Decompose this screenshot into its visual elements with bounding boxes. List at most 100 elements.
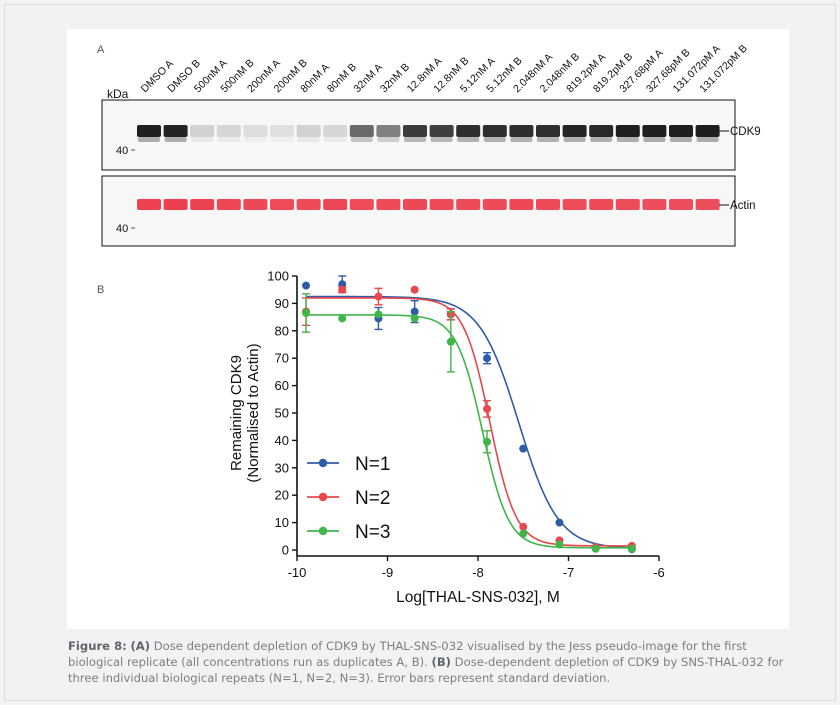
y-axis-title-line2: (Normalised to Actin) bbox=[245, 343, 262, 482]
y-tick-label: 40 bbox=[275, 433, 289, 448]
data-point bbox=[483, 404, 492, 413]
data-point bbox=[446, 337, 455, 346]
data-point bbox=[338, 314, 347, 323]
legend-marker bbox=[318, 458, 328, 468]
data-point bbox=[410, 285, 419, 294]
actin-band bbox=[536, 199, 560, 210]
actin-blot-box bbox=[101, 175, 736, 247]
legend-label: N=3 bbox=[355, 522, 390, 543]
panel-a-label: A bbox=[97, 44, 105, 56]
kda-label: kDa bbox=[107, 87, 129, 101]
panel-b-label: B bbox=[97, 284, 104, 296]
data-point bbox=[410, 314, 419, 323]
y-tick-label: 50 bbox=[275, 406, 289, 421]
cdk9-band bbox=[429, 125, 454, 137]
data-point bbox=[483, 354, 492, 363]
actin-band bbox=[615, 199, 640, 210]
y-tick-label: 30 bbox=[275, 460, 289, 475]
actin-band bbox=[562, 199, 587, 210]
data-point bbox=[338, 280, 347, 289]
actin-band bbox=[323, 199, 348, 210]
dose-response-chart: 0 10 20 30 40 50 60 70 80 90 100 -10 -9 -8 -7 -6 Log[THA… bbox=[228, 269, 665, 607]
x-tick-label: -9 bbox=[382, 565, 394, 580]
figure-caption: Figure 8: (A) Dose dependent depletion o… bbox=[68, 638, 788, 686]
cdk9-band-shadow bbox=[377, 137, 400, 142]
actin-band bbox=[270, 199, 294, 210]
data-point bbox=[519, 444, 528, 453]
actin-band bbox=[163, 199, 188, 210]
fit-curve-n2 bbox=[306, 297, 632, 547]
y-tick-label: 70 bbox=[275, 351, 289, 366]
fit-curve-n1 bbox=[306, 295, 632, 549]
actin-band bbox=[642, 199, 667, 210]
cdk9-band-shadow bbox=[191, 137, 214, 142]
fit-curve-n3 bbox=[306, 314, 632, 549]
actin-band bbox=[669, 199, 693, 210]
x-axis-title: Log[THAL-SNS-032], M bbox=[396, 589, 560, 606]
y-tick-label: 100 bbox=[267, 269, 289, 284]
y-axis-title-line1: Remaining CDK9 bbox=[228, 355, 245, 471]
cdk9-band bbox=[509, 125, 534, 137]
legend-label: N=1 bbox=[355, 454, 390, 475]
cdk9-band bbox=[270, 125, 294, 137]
cdk9-band-shadow bbox=[643, 137, 666, 142]
x-tick-label: -8 bbox=[472, 565, 484, 580]
y-tick-label: 80 bbox=[275, 323, 289, 338]
cdk9-band bbox=[482, 125, 507, 137]
y-tick-label: 20 bbox=[275, 488, 289, 503]
marker-40-bottom: 40 bbox=[116, 223, 128, 235]
cdk9-band-shadow bbox=[164, 137, 187, 142]
actin-band bbox=[456, 199, 481, 210]
legend-marker bbox=[318, 526, 328, 536]
cdk9-band-shadow bbox=[430, 137, 453, 142]
data-point bbox=[519, 529, 528, 538]
actin-band bbox=[482, 199, 507, 210]
caption-b-text: Dose-dependent depletion of CDK9 by SNS-… bbox=[68, 655, 784, 685]
actin-band bbox=[509, 199, 534, 210]
cdk9-band-shadow bbox=[138, 137, 160, 142]
caption-a-tag: (A) bbox=[130, 639, 151, 653]
cdk9-band bbox=[695, 125, 720, 137]
cdk9-band-shadow bbox=[404, 137, 426, 142]
cdk9-band-shadow bbox=[510, 137, 533, 142]
caption-fig-label: Figure 8: bbox=[68, 639, 127, 653]
cdk9-band bbox=[536, 125, 560, 137]
cdk9-band bbox=[163, 125, 188, 137]
actin-band bbox=[349, 199, 374, 210]
cdk9-bands bbox=[137, 125, 720, 142]
actin-bands bbox=[137, 199, 720, 210]
cdk9-label: CDK9 bbox=[730, 126, 761, 138]
lane-label: 32nM A bbox=[351, 61, 385, 95]
actin-band bbox=[137, 199, 161, 210]
y-tick-label: 0 bbox=[282, 543, 289, 558]
cdk9-band bbox=[642, 125, 667, 137]
cdk9-band bbox=[669, 125, 693, 137]
actin-band bbox=[190, 199, 215, 210]
y-tick-label: 90 bbox=[275, 296, 289, 311]
data-point bbox=[302, 281, 311, 290]
data-point bbox=[483, 437, 492, 446]
data-point bbox=[591, 544, 600, 553]
cdk9-band bbox=[243, 125, 268, 137]
cdk9-band-shadow bbox=[244, 137, 267, 142]
cdk9-band-shadow bbox=[590, 137, 613, 142]
cdk9-band-shadow bbox=[616, 137, 639, 142]
x-tick-label: -6 bbox=[653, 565, 665, 580]
caption-a-text: Dose dependent depletion of CDK9 by THAL… bbox=[68, 639, 747, 669]
cdk9-band bbox=[216, 125, 241, 137]
data-point bbox=[302, 308, 311, 317]
cdk9-band-shadow bbox=[457, 137, 480, 142]
marker-40-top: 40 bbox=[116, 145, 128, 157]
cdk9-band bbox=[190, 125, 215, 137]
cdk9-band bbox=[296, 125, 321, 137]
data-point bbox=[519, 522, 528, 531]
actin-band bbox=[243, 199, 268, 210]
cdk9-band-shadow bbox=[537, 137, 559, 142]
cdk9-band-shadow bbox=[696, 137, 719, 142]
cdk9-band-shadow bbox=[271, 137, 293, 142]
cdk9-band bbox=[589, 125, 614, 137]
x-tick-label: -7 bbox=[563, 565, 575, 580]
cdk9-band bbox=[403, 125, 427, 137]
